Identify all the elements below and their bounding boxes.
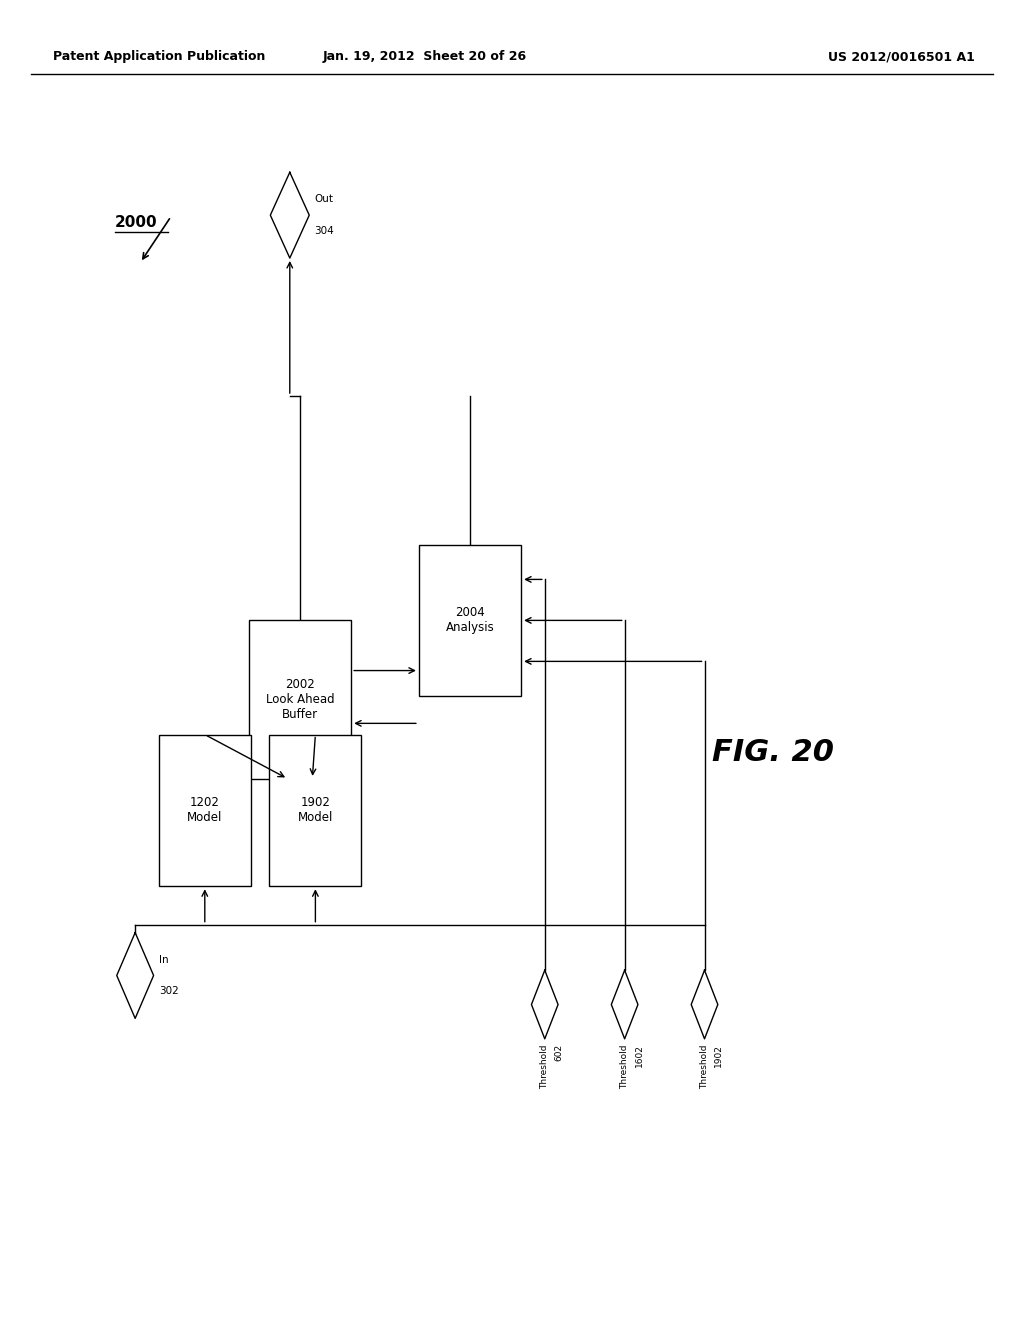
- Text: 304: 304: [314, 226, 334, 236]
- Text: Threshold: Threshold: [700, 1044, 709, 1089]
- Text: Out: Out: [314, 194, 334, 205]
- Text: Threshold: Threshold: [541, 1044, 549, 1089]
- Bar: [269, 734, 361, 887]
- Text: 1202
Model: 1202 Model: [187, 796, 222, 825]
- Text: Threshold: Threshold: [621, 1044, 629, 1089]
- Text: 302: 302: [159, 986, 178, 997]
- Text: 1902: 1902: [715, 1044, 723, 1067]
- Bar: [249, 620, 351, 779]
- Text: 602: 602: [555, 1044, 563, 1061]
- Text: US 2012/0016501 A1: US 2012/0016501 A1: [827, 50, 975, 63]
- Bar: [419, 544, 521, 697]
- Text: In: In: [159, 954, 168, 965]
- Text: 1902
Model: 1902 Model: [298, 796, 333, 825]
- Text: 2000: 2000: [115, 215, 158, 230]
- Bar: [159, 734, 251, 887]
- Text: 2002
Look Ahead
Buffer: 2002 Look Ahead Buffer: [265, 678, 335, 721]
- Text: Jan. 19, 2012  Sheet 20 of 26: Jan. 19, 2012 Sheet 20 of 26: [323, 50, 527, 63]
- Text: FIG. 20: FIG. 20: [712, 738, 834, 767]
- Text: Patent Application Publication: Patent Application Publication: [53, 50, 265, 63]
- Text: 1602: 1602: [635, 1044, 643, 1067]
- Text: 2004
Analysis: 2004 Analysis: [445, 606, 495, 635]
